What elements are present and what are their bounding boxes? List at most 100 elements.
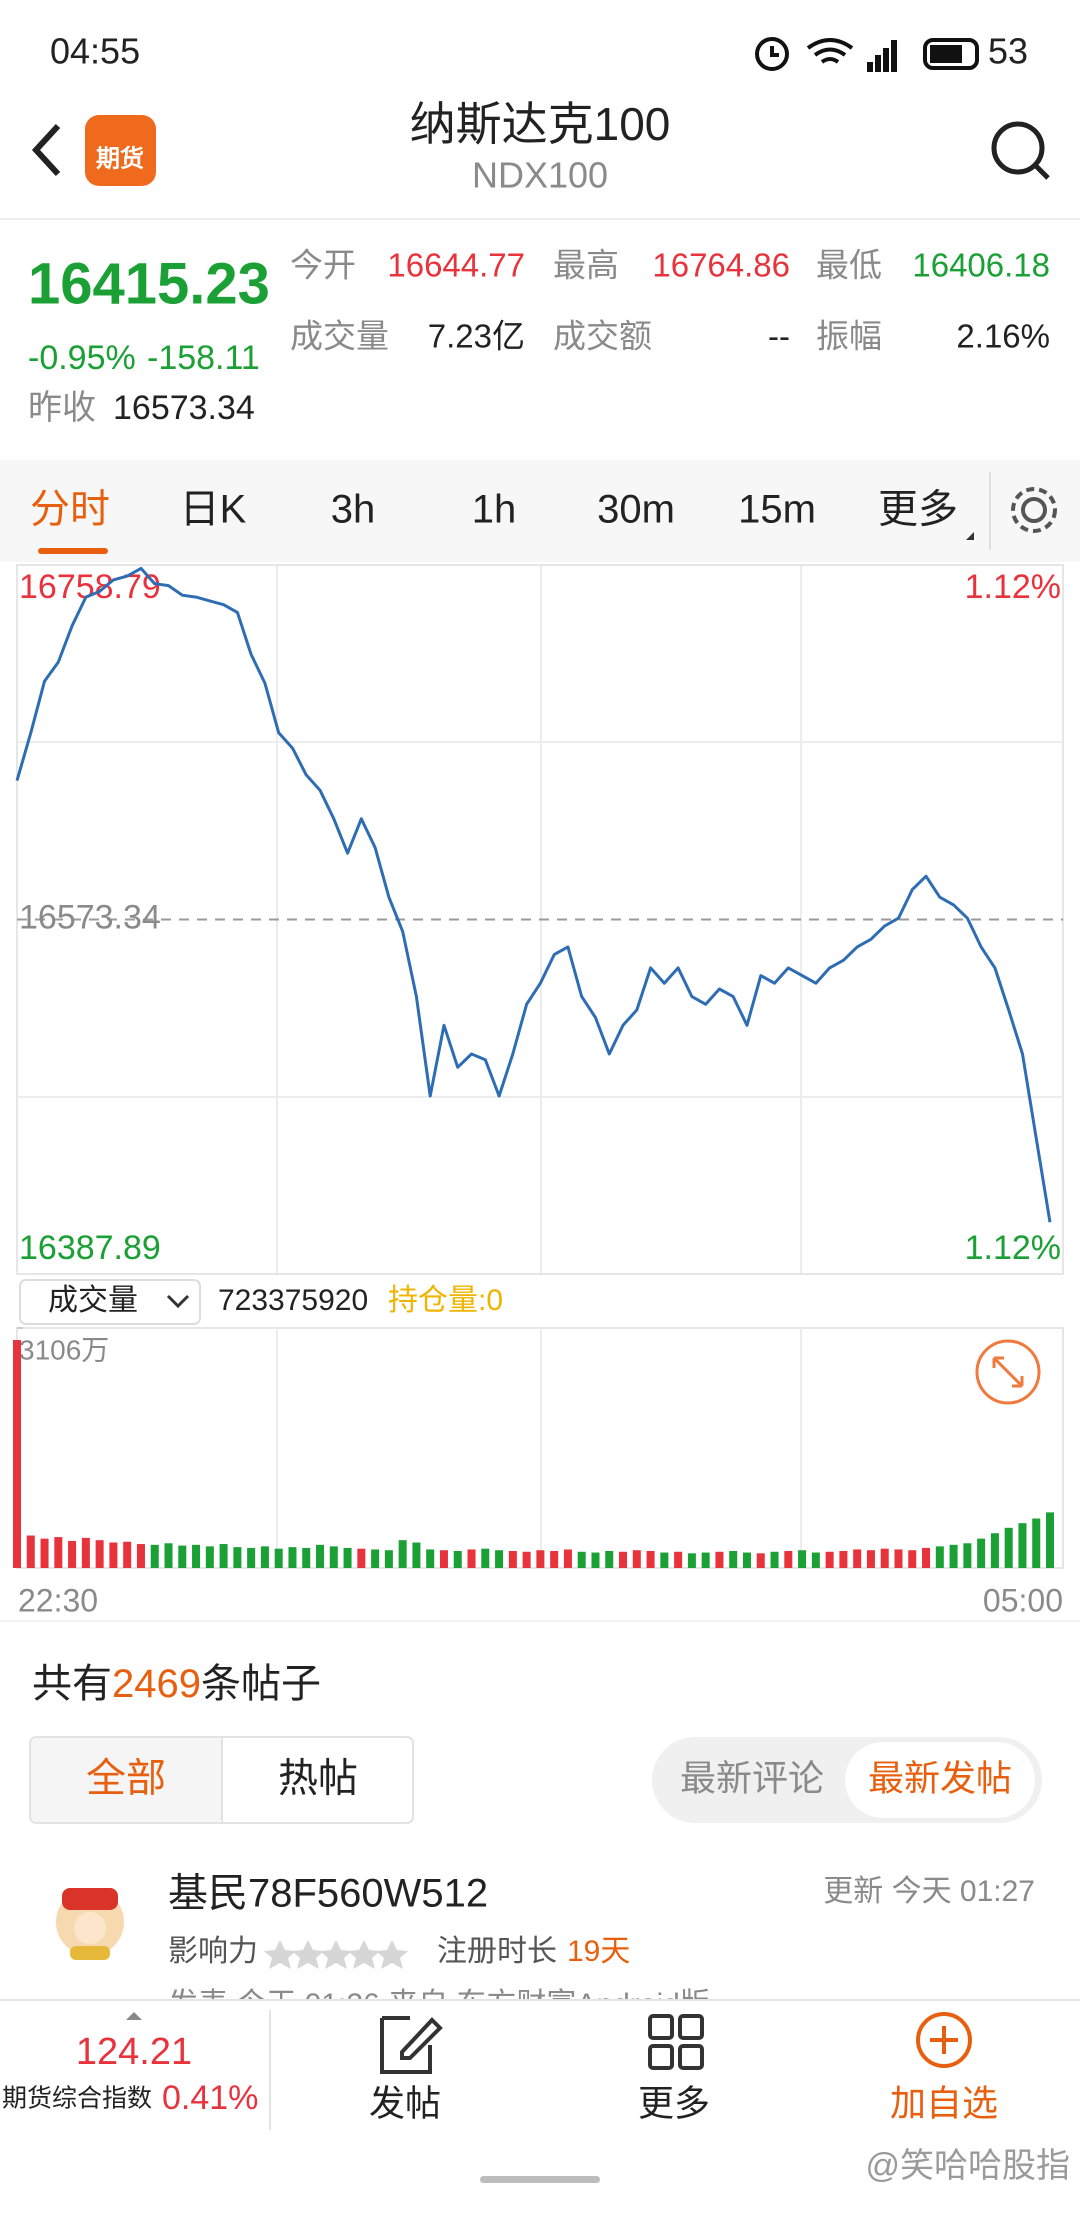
chart-tab[interactable]: 15m	[738, 488, 816, 532]
volume-bar	[646, 1551, 655, 1568]
bottom-bar	[0, 2000, 1080, 2232]
action-label[interactable]: 更多	[638, 2083, 710, 2124]
sort-option[interactable]: 最新评论	[680, 1758, 824, 1799]
tab-indicator	[38, 548, 108, 554]
app-badge[interactable]	[85, 115, 156, 186]
volume-bar	[316, 1544, 325, 1568]
divider	[0, 1620, 1080, 1622]
badge-label: 期货	[96, 144, 144, 172]
volume-bar	[81, 1537, 90, 1568]
volume-bar	[687, 1553, 696, 1568]
chart-tab[interactable]: 1h	[472, 488, 517, 532]
chart-tab[interactable]: 更多	[878, 488, 958, 532]
collapse-arrow[interactable]	[126, 2012, 142, 2020]
volume-bar	[343, 1547, 352, 1568]
volume-bar	[178, 1545, 187, 1568]
chart-tab[interactable]: 分时	[30, 488, 110, 532]
avatar[interactable]	[56, 1888, 124, 1960]
volume-bar	[935, 1546, 944, 1568]
page-title: 纳斯达克100	[410, 98, 671, 150]
tab-separator	[989, 472, 991, 550]
x-tick-label: 05:00	[983, 1582, 1063, 1618]
y2-tick-label: 1.12%	[965, 1229, 1061, 1267]
stat-value: --	[768, 318, 790, 355]
volume-bar	[481, 1548, 490, 1568]
filter-tab[interactable]: 热帖	[278, 1757, 358, 1801]
search-button[interactable]	[991, 121, 1050, 180]
volume-bar	[742, 1552, 751, 1568]
y-tick-label: 16573.34	[19, 898, 161, 936]
dropdown-chevron	[166, 1294, 190, 1309]
stat-value: 7.23亿	[428, 318, 525, 355]
volume-bar	[811, 1552, 820, 1568]
volume-bar	[591, 1552, 600, 1568]
post-count-number: 2469	[112, 1662, 201, 1706]
volume-bar	[398, 1540, 407, 1568]
volume-bar	[412, 1542, 421, 1568]
sort-option[interactable]: 最新发帖	[868, 1758, 1012, 1799]
stat-label: 成交额	[553, 318, 652, 355]
sort-selected	[845, 1742, 1035, 1818]
chart-tab[interactable]: 3h	[331, 488, 376, 532]
post-count: 共有2469条帖子	[32, 1662, 321, 1706]
stat-label: 振幅	[816, 318, 882, 355]
stat-value: 2.16%	[956, 318, 1050, 355]
volume-bar	[1018, 1523, 1027, 1568]
volume-selector[interactable]	[19, 1279, 201, 1325]
volume-bar	[288, 1547, 297, 1568]
volume-bar	[1032, 1518, 1041, 1568]
volume-bar	[660, 1552, 669, 1568]
volume-bar	[632, 1550, 641, 1568]
chart-tab[interactable]: 30m	[597, 488, 675, 532]
index-name[interactable]: 期货综合指数	[2, 2085, 152, 2113]
post-count-prefix: 共有	[32, 1662, 112, 1706]
volume-bar	[770, 1551, 779, 1568]
volume-bar	[40, 1538, 49, 1568]
expand-button[interactable]	[975, 1339, 1041, 1405]
filter-selected	[31, 1738, 222, 1822]
filter-tab[interactable]: 全部	[86, 1757, 166, 1801]
index-change[interactable]: 0.41%	[162, 2079, 258, 2117]
stat-label: 今开	[290, 247, 356, 284]
y-tick-label: 16387.89	[19, 1229, 161, 1267]
action-label[interactable]: 加自选	[890, 2083, 998, 2124]
volume-bar	[577, 1551, 586, 1568]
post-author[interactable]: 基民78F560W512	[168, 1872, 488, 1916]
add-watchlist-icon[interactable]	[916, 2012, 972, 2068]
volume-bar	[247, 1547, 256, 1568]
prev-close: 16573.34	[113, 389, 255, 427]
volume-grid-static	[276, 1328, 802, 1568]
y-tick-label: 3106万	[19, 1334, 109, 1365]
price-line	[15, 566, 1052, 1223]
change-amount: -158.11	[147, 339, 260, 377]
volume-bar	[894, 1549, 903, 1568]
settings-button[interactable]	[1011, 487, 1057, 533]
volume-bar	[729, 1551, 738, 1568]
volume-bar	[853, 1549, 862, 1568]
volume-bar	[990, 1533, 999, 1568]
stat-value: 16764.86	[652, 247, 790, 284]
volume-bar	[426, 1549, 435, 1568]
volume-bar	[95, 1540, 104, 1568]
registered-duration: 19天	[567, 1935, 630, 1968]
volume-bar	[701, 1552, 710, 1568]
volume-bar	[756, 1553, 765, 1568]
volume-bar	[536, 1550, 545, 1568]
index-value[interactable]: 124.21	[76, 2031, 192, 2073]
status-icons	[755, 37, 979, 72]
volume-bar	[26, 1535, 35, 1568]
volume-bar	[109, 1542, 118, 1568]
action-label[interactable]: 发帖	[369, 2083, 441, 2124]
volume-bar	[563, 1549, 572, 1568]
back-button[interactable]	[31, 123, 61, 177]
volume-total: 723375920	[218, 1284, 368, 1317]
volume-bar	[674, 1551, 683, 1568]
more-icon[interactable]	[648, 2014, 704, 2070]
chart-tab[interactable]: 日K	[180, 488, 247, 532]
volume-bar	[605, 1551, 614, 1568]
post-icon[interactable]	[380, 2016, 443, 2074]
volume-bar	[205, 1546, 214, 1568]
tab-bar	[0, 460, 1080, 562]
